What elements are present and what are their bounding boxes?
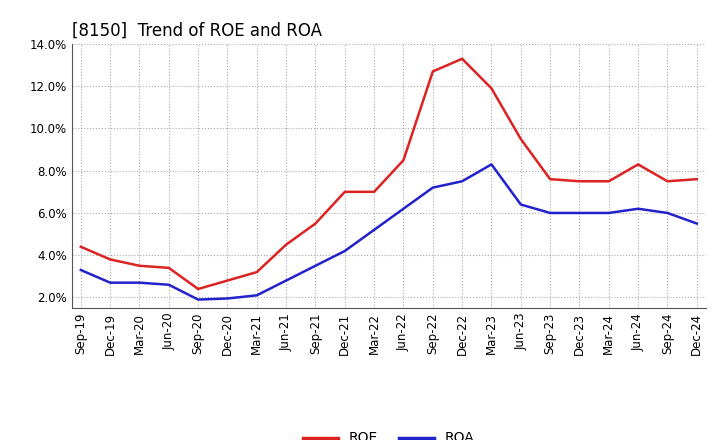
ROE [516,136,525,142]
ROA [106,280,114,285]
ROE [575,179,584,184]
ROE [282,242,290,247]
Line: ROE: ROE [81,59,697,289]
Legend: ROE, ROA: ROE, ROA [297,426,480,440]
ROE [605,179,613,184]
ROA [575,210,584,216]
Line: ROA: ROA [81,165,697,300]
ROA [516,202,525,207]
ROE [370,189,379,194]
ROA [223,296,232,301]
ROA [634,206,642,211]
ROE [693,176,701,182]
ROA [663,210,672,216]
ROE [341,189,349,194]
ROE [458,56,467,62]
ROE [663,179,672,184]
ROA [282,278,290,283]
ROE [546,176,554,182]
ROA [164,282,173,287]
ROE [311,221,320,226]
ROE [164,265,173,271]
ROE [106,257,114,262]
ROA [370,227,379,232]
ROA [605,210,613,216]
ROA [399,206,408,211]
Text: [8150]  Trend of ROE and ROA: [8150] Trend of ROE and ROA [72,22,322,40]
ROA [428,185,437,190]
ROE [253,269,261,275]
ROE [223,278,232,283]
ROE [399,158,408,163]
ROA [458,179,467,184]
ROA [311,263,320,268]
ROA [487,162,496,167]
ROE [487,86,496,91]
ROA [253,293,261,298]
ROA [341,248,349,253]
ROE [194,286,202,292]
ROA [693,221,701,226]
ROA [76,268,85,273]
ROE [428,69,437,74]
ROE [76,244,85,249]
ROE [135,263,144,268]
ROA [194,297,202,302]
ROE [634,162,642,167]
ROA [546,210,554,216]
ROA [135,280,144,285]
